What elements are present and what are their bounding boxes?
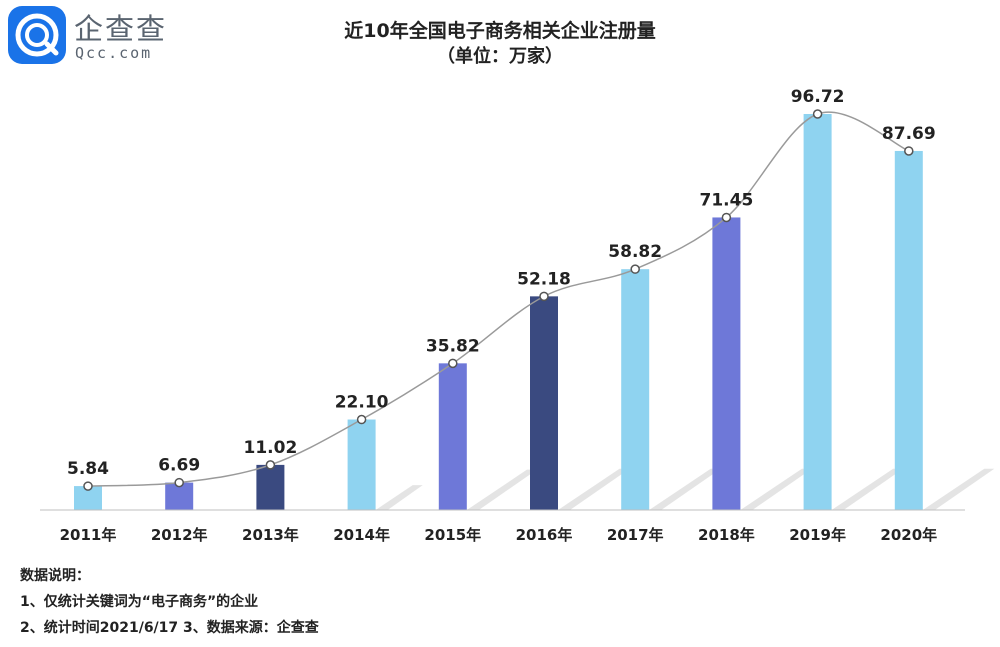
data-point — [539, 291, 549, 302]
x-tick-label: 2014年 — [333, 526, 390, 544]
chart-title: 近10年全国电子商务相关企业注册量 — [344, 20, 656, 42]
data-point — [448, 358, 458, 369]
trend-line — [87, 111, 910, 487]
data-label: 87.69 — [882, 124, 936, 144]
bar-shadow — [558, 468, 630, 510]
qcc-logo: 企查查 Qcc.com — [8, 6, 178, 64]
bar-2014年 — [347, 419, 376, 510]
data-label: 22.10 — [335, 393, 389, 413]
notes-line-1: 1、仅统计关键词为“电子商务”的企业 — [20, 594, 259, 610]
bar-shadow — [649, 468, 721, 510]
bar-2017年 — [621, 269, 650, 510]
chart-subtitle: （单位：万家） — [437, 46, 563, 67]
x-tick-label: 2011年 — [60, 526, 117, 544]
bar-2020年 — [894, 150, 923, 510]
data-point — [630, 264, 640, 274]
notes-heading: 数据说明： — [20, 568, 90, 584]
logo-name-cn: 企查查 — [74, 12, 168, 46]
x-tick-label: 2018年 — [698, 526, 755, 544]
data-point — [904, 146, 914, 156]
data-point — [356, 414, 367, 425]
data-label: 52.18 — [517, 269, 571, 289]
data-point — [812, 109, 823, 119]
data-point — [174, 477, 184, 488]
bar-chart: 5.84 6.69 11.02 22.10 35.82 52.18 58.82 71.45 96… — [40, 87, 995, 544]
x-tick-label: 2019年 — [789, 526, 846, 544]
data-label: 96.72 — [791, 87, 845, 107]
bar-shadow — [466, 469, 537, 510]
data-notes: 数据说明： 1、仅统计关键词为“电子商务”的企业 2、统计时间2021/6/17… — [20, 563, 319, 641]
bar-shadow — [922, 468, 995, 510]
bar-2011年 — [74, 486, 102, 510]
x-tick-label: 2013年 — [242, 526, 299, 544]
data-point — [265, 460, 276, 470]
bar-2016年 — [530, 296, 558, 510]
notes-line-2: 2、统计时间2021/6/17 3、数据来源：企查查 — [20, 620, 319, 636]
data-point — [83, 481, 93, 491]
x-tick-label: 2020年 — [880, 526, 937, 544]
bar-2013年 — [256, 464, 285, 510]
bar-shadow — [740, 468, 812, 510]
bar-shadow — [375, 485, 423, 510]
x-tick-label: 2012年 — [151, 526, 208, 544]
qcc-logo-icon — [8, 6, 66, 64]
x-tick-label: 2017年 — [607, 526, 664, 544]
x-tick-label: 2016年 — [516, 526, 573, 544]
data-label: 71.45 — [700, 190, 754, 210]
bar-2015年 — [438, 363, 467, 510]
logo-name-en: Qcc.com — [75, 44, 153, 62]
bar-2019年 — [803, 113, 832, 511]
data-label: 58.82 — [608, 242, 662, 262]
data-label: 5.84 — [67, 459, 109, 479]
bar-2018年 — [712, 217, 741, 510]
data-label: 6.69 — [158, 456, 200, 476]
x-tick-label: 2015年 — [424, 526, 481, 544]
bar-shadow — [831, 468, 904, 510]
data-label: 35.82 — [426, 336, 480, 356]
data-point — [721, 212, 732, 223]
data-label: 11.02 — [244, 438, 298, 458]
